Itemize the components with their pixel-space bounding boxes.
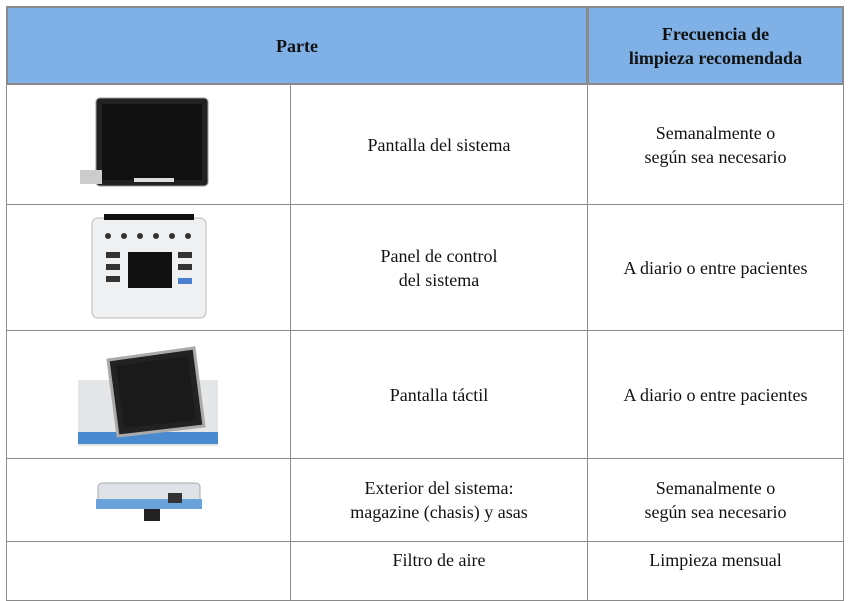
part-text: Panel de control: [380, 245, 498, 266]
control-panel-image: [91, 213, 206, 318]
part-cell: Filtro de aire: [290, 541, 588, 601]
touch-screen-image: [77, 345, 218, 446]
part-cell: Panel de control del sistema: [290, 204, 588, 331]
exterior-image: [95, 482, 202, 521]
page: Parte Frecuencia de limpieza recomendada …: [6, 6, 844, 601]
image-cell: [6, 204, 291, 331]
frequency-text: según sea necesario: [644, 502, 787, 522]
frequency-text: A diario o entre pacientes: [623, 384, 808, 405]
part-text: magazine (chasis) y asas: [350, 502, 528, 522]
frequency-text: Semanalmente o: [655, 122, 776, 143]
part-text: Pantalla táctil: [389, 384, 489, 405]
image-cell: [6, 458, 291, 542]
header-text: limpieza recomendada: [628, 47, 803, 68]
frequency-text: Semanalmente o: [655, 478, 776, 498]
frequency-text: A diario o entre pacientes: [623, 257, 808, 278]
part-text: Filtro de aire: [392, 550, 486, 570]
frequency-cell: Semanalmente o según sea necesario: [587, 84, 844, 205]
part-text: del sistema: [398, 269, 480, 290]
part-text: Pantalla del sistema: [367, 134, 511, 155]
header-part: Parte: [6, 6, 588, 85]
frequency-cell: Semanalmente o según sea necesario: [587, 458, 844, 542]
image-cell: [6, 541, 291, 601]
frequency-cell: A diario o entre pacientes: [587, 204, 844, 331]
part-cell: Pantalla del sistema: [290, 84, 588, 205]
frequency-text: Limpieza mensual: [649, 550, 782, 570]
image-cell: [6, 84, 291, 205]
frequency-text: según sea necesario: [644, 146, 787, 167]
image-cell: [6, 330, 291, 459]
frequency-cell: A diario o entre pacientes: [587, 330, 844, 459]
header-text: Parte: [276, 35, 318, 56]
part-cell: Exterior del sistema: magazine (chasis) y…: [290, 458, 588, 542]
header-text: Frecuencia de: [661, 23, 770, 44]
header-frequency: Frecuencia de limpieza recomendada: [587, 6, 844, 85]
part-cell: Pantalla táctil: [290, 330, 588, 459]
monitor-image: [79, 97, 208, 186]
part-text: Exterior del sistema:: [364, 478, 514, 498]
frequency-cell: Limpieza mensual: [587, 541, 844, 601]
